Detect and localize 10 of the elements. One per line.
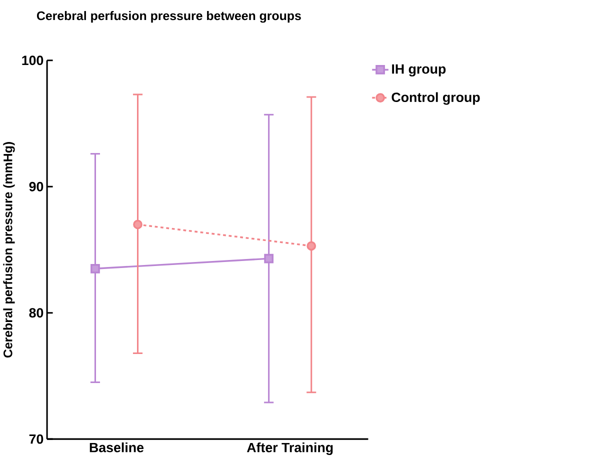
y-axis-title: Cerebral perfusion pressure (mmHg) (3, 142, 15, 358)
x-tick-label: Baseline (90, 442, 144, 452)
chart-title: Cerebral perfusion pressure between groups (36, 11, 301, 23)
y-tick-label: 100 (22, 56, 44, 66)
y-tick-label: 90 (29, 182, 44, 192)
x-tick-label: After Training (246, 442, 333, 456)
legend-label: Control group (392, 92, 480, 105)
legend-label: IH group (392, 64, 446, 77)
y-tick-label: 70 (29, 434, 44, 444)
y-tick-label: 80 (29, 308, 44, 318)
